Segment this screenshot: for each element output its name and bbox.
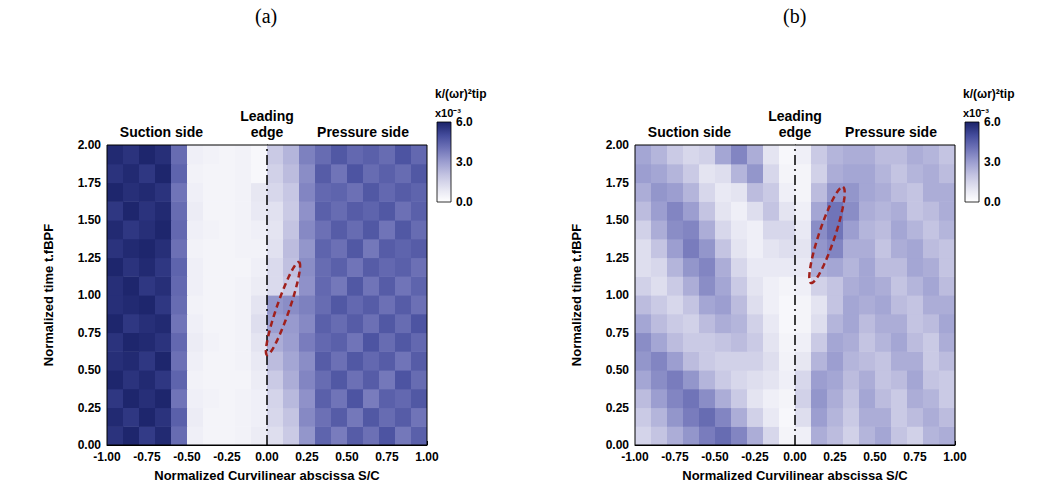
svg-text:-0.75: -0.75 (133, 450, 161, 464)
svg-text:1.25: 1.25 (606, 251, 630, 265)
svg-text:Leading: Leading (240, 108, 294, 124)
svg-text:0.25: 0.25 (823, 450, 847, 464)
svg-text:0.50: 0.50 (335, 450, 359, 464)
svg-text:0.75: 0.75 (375, 450, 399, 464)
svg-text:1.75: 1.75 (78, 176, 102, 190)
svg-text:-0.25: -0.25 (741, 450, 769, 464)
svg-text:Normalized time t.fBPF: Normalized time t.fBPF (569, 224, 584, 366)
svg-text:0.00: 0.00 (783, 450, 807, 464)
svg-text:-0.50: -0.50 (701, 450, 729, 464)
svg-text:edge: edge (779, 124, 812, 140)
svg-text:k/(ωr)²tip: k/(ωr)²tip (963, 87, 1014, 101)
svg-text:3.0: 3.0 (456, 155, 473, 169)
svg-text:0.50: 0.50 (78, 363, 102, 377)
svg-text:Leading: Leading (768, 108, 822, 124)
svg-text:1.00: 1.00 (415, 450, 439, 464)
svg-text:Pressure side: Pressure side (845, 124, 937, 140)
svg-text:0.00: 0.00 (255, 450, 279, 464)
svg-text:1.50: 1.50 (78, 213, 102, 227)
svg-text:1.00: 1.00 (943, 450, 967, 464)
svg-text:Normalized time t.fBPF: Normalized time t.fBPF (41, 224, 56, 366)
svg-text:0.0: 0.0 (984, 195, 1001, 209)
svg-text:6.0: 6.0 (456, 115, 473, 129)
svg-text:Normalized Curvilinear absciss: Normalized Curvilinear abscissa S/C (682, 468, 908, 483)
svg-text:0.75: 0.75 (78, 326, 102, 340)
svg-text:-1.00: -1.00 (621, 450, 649, 464)
svg-text:1.25: 1.25 (78, 251, 102, 265)
svg-text:Suction side: Suction side (648, 124, 731, 140)
svg-text:0.50: 0.50 (863, 450, 887, 464)
svg-text:Normalized Curvilinear absciss: Normalized Curvilinear abscissa S/C (154, 468, 380, 483)
svg-text:3.0: 3.0 (984, 155, 1001, 169)
svg-text:-0.50: -0.50 (173, 450, 201, 464)
svg-text:-1.00: -1.00 (93, 450, 121, 464)
svg-text:6.0: 6.0 (984, 115, 1001, 129)
svg-text:-0.75: -0.75 (661, 450, 689, 464)
svg-text:Pressure side: Pressure side (317, 124, 409, 140)
svg-text:-0.25: -0.25 (213, 450, 241, 464)
svg-text:0.75: 0.75 (606, 326, 630, 340)
svg-text:(b): (b) (783, 5, 806, 28)
svg-text:Suction side: Suction side (120, 124, 203, 140)
svg-text:1.50: 1.50 (606, 213, 630, 227)
svg-text:1.75: 1.75 (606, 176, 630, 190)
svg-text:x10⁻³: x10⁻³ (435, 106, 461, 119)
svg-text:k/(ωr)²tip: k/(ωr)²tip (435, 87, 486, 101)
svg-text:0.0: 0.0 (456, 195, 473, 209)
svg-text:0.25: 0.25 (295, 450, 319, 464)
svg-text:0.00: 0.00 (605, 438, 629, 452)
svg-text:0.25: 0.25 (606, 401, 630, 415)
svg-text:1.00: 1.00 (606, 288, 630, 302)
svg-text:0.75: 0.75 (903, 450, 927, 464)
svg-text:0.25: 0.25 (78, 401, 102, 415)
svg-text:2.00: 2.00 (606, 138, 630, 152)
svg-text:1.00: 1.00 (78, 288, 102, 302)
svg-text:2.00: 2.00 (78, 138, 102, 152)
svg-text:x10⁻³: x10⁻³ (963, 106, 989, 119)
svg-text:0.00: 0.00 (77, 438, 101, 452)
svg-text:(a): (a) (255, 5, 277, 28)
svg-text:edge: edge (251, 124, 284, 140)
svg-text:0.50: 0.50 (606, 363, 630, 377)
